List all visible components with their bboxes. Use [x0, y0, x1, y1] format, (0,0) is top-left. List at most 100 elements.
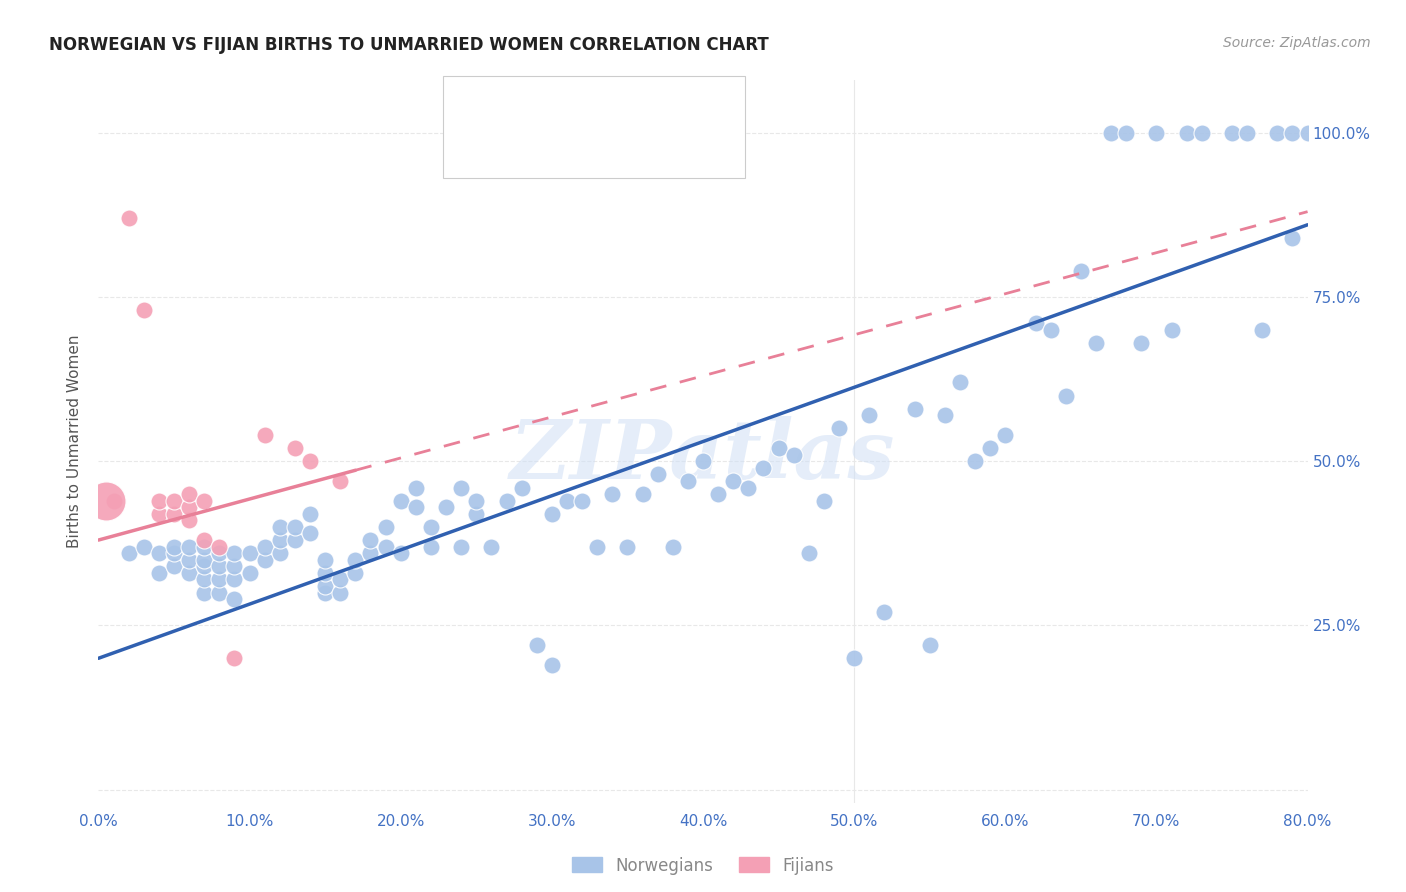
Point	[1070, 264, 1092, 278]
Point	[269, 533, 291, 547]
Point	[783, 448, 806, 462]
Point	[918, 638, 941, 652]
Point	[179, 566, 201, 580]
Point	[1236, 126, 1258, 140]
Point	[979, 441, 1001, 455]
Point	[284, 533, 307, 547]
Point	[148, 566, 170, 580]
Point	[1191, 126, 1213, 140]
Point	[193, 493, 215, 508]
Point	[374, 540, 396, 554]
Point	[224, 559, 246, 574]
Point	[405, 500, 427, 515]
Point	[193, 533, 215, 547]
Point	[631, 487, 654, 501]
Point	[616, 540, 638, 554]
Point	[481, 540, 503, 554]
Point	[797, 546, 820, 560]
Point	[208, 546, 231, 560]
Point	[224, 592, 246, 607]
Point	[768, 441, 790, 455]
Point	[873, 605, 896, 619]
Point	[752, 460, 775, 475]
Text: 0.633: 0.633	[567, 96, 624, 114]
Point	[179, 540, 201, 554]
Point	[586, 540, 609, 554]
Point	[239, 546, 262, 560]
Point	[224, 573, 246, 587]
Point	[676, 474, 699, 488]
Point	[1024, 316, 1046, 330]
Bar	[460, 91, 496, 120]
Point	[299, 454, 322, 468]
Point	[208, 559, 231, 574]
Point	[934, 409, 956, 423]
Text: N =: N =	[630, 96, 661, 114]
Point	[224, 651, 246, 665]
Point	[344, 566, 367, 580]
Point	[405, 481, 427, 495]
Point	[904, 401, 927, 416]
Point	[1039, 323, 1062, 337]
Point	[540, 657, 562, 672]
Text: 111: 111	[689, 96, 727, 114]
Point	[360, 533, 382, 547]
Point	[284, 441, 307, 455]
Point	[450, 540, 472, 554]
Point	[179, 553, 201, 567]
Point	[224, 546, 246, 560]
Point	[329, 474, 352, 488]
Point	[571, 493, 593, 508]
Point	[314, 566, 336, 580]
Point	[465, 507, 488, 521]
Point	[163, 559, 186, 574]
Text: Source: ZipAtlas.com: Source: ZipAtlas.com	[1223, 36, 1371, 50]
Point	[148, 507, 170, 521]
Point	[949, 376, 972, 390]
Point	[360, 546, 382, 560]
Point	[994, 428, 1017, 442]
Point	[193, 553, 215, 567]
Point	[208, 540, 231, 554]
Point	[193, 573, 215, 587]
Point	[269, 520, 291, 534]
Point	[1160, 323, 1182, 337]
Point	[329, 585, 352, 599]
Point	[193, 540, 215, 554]
Point	[1054, 388, 1077, 402]
Point	[1130, 336, 1153, 351]
Point	[314, 553, 336, 567]
Point	[420, 540, 443, 554]
Point	[1175, 126, 1198, 140]
Y-axis label: Births to Unmarried Women: Births to Unmarried Women	[67, 334, 83, 549]
Point	[540, 507, 562, 521]
Point	[1144, 126, 1167, 140]
Point	[858, 409, 880, 423]
Point	[148, 546, 170, 560]
Point	[707, 487, 730, 501]
Point	[193, 559, 215, 574]
Legend: Norwegians, Fijians: Norwegians, Fijians	[565, 850, 841, 881]
Text: 18: 18	[689, 141, 714, 159]
Point	[163, 493, 186, 508]
Point	[389, 546, 412, 560]
Point	[450, 481, 472, 495]
Point	[465, 493, 488, 508]
Point	[965, 454, 987, 468]
Point	[179, 500, 201, 515]
Point	[253, 540, 276, 554]
Text: R =: R =	[508, 141, 538, 159]
Point	[434, 500, 457, 515]
Point	[239, 566, 262, 580]
Point	[163, 546, 186, 560]
Point	[118, 546, 141, 560]
Point	[510, 481, 533, 495]
Point	[314, 579, 336, 593]
Point	[163, 540, 186, 554]
Point	[94, 493, 117, 508]
Point	[179, 513, 201, 527]
Point	[374, 520, 396, 534]
Text: R =: R =	[508, 96, 538, 114]
Point	[208, 585, 231, 599]
Point	[1296, 126, 1319, 140]
